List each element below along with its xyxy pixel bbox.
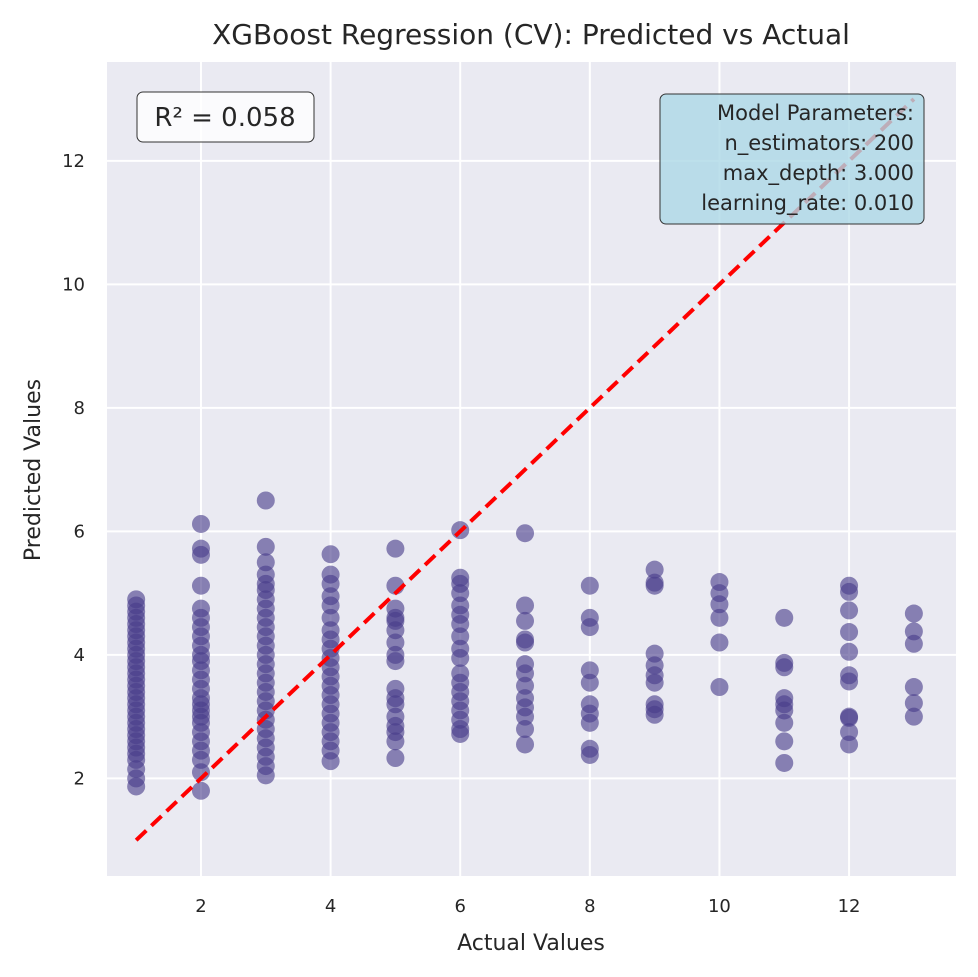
data-point [451,627,470,646]
data-point [451,568,470,587]
data-point [516,611,535,630]
x-tick-label: 6 [454,896,465,917]
y-tick-label: 6 [74,521,85,542]
data-point [840,642,859,661]
data-point [580,661,599,680]
y-axis-label: Predicted Values [21,379,46,561]
data-point [775,608,794,627]
data-point [516,596,535,615]
data-point [191,576,210,595]
data-point [580,608,599,627]
data-point [256,537,275,556]
x-tick-label: 12 [838,896,861,917]
data-point [516,720,535,739]
data-point [386,679,405,698]
data-point [191,781,210,800]
data-point [127,590,146,609]
x-tick-label: 10 [708,896,731,917]
data-point [451,639,470,658]
data-point [775,753,794,772]
r2-label: R² = 0.058 [154,103,295,133]
data-point [516,735,535,754]
data-point [904,604,923,623]
data-point [775,713,794,732]
data-point [645,560,664,579]
data-point [840,707,859,726]
data-point [386,645,405,664]
x-tick-label: 2 [195,896,206,917]
data-points [127,491,923,800]
data-point [904,678,923,697]
data-point [516,676,535,695]
data-point [516,524,535,543]
data-point [386,599,405,618]
y-tick-label: 12 [62,151,85,172]
y-tick-label: 4 [74,645,85,666]
data-point [904,694,923,713]
data-point [451,664,470,683]
data-point [645,644,664,663]
data-point [775,653,794,672]
data-point [191,539,210,558]
param-line-title: Model Parameters: [717,101,914,125]
data-point [710,633,729,652]
data-point [321,565,340,584]
chart-title: XGBoost Regression (CV): Predicted vs Ac… [212,18,850,51]
data-point [321,587,340,606]
data-point [191,599,210,618]
r2-annotation: R² = 0.058 [136,91,315,143]
data-point [580,673,599,692]
x-tick-label: 8 [584,896,595,917]
data-point [580,695,599,714]
data-point [580,576,599,595]
param-line-n-estimators: n_estimators: 200 [724,131,914,156]
data-point [840,735,859,754]
data-point [904,622,923,641]
y-tick-label: 10 [62,274,85,295]
data-point [645,695,664,714]
data-point [516,689,535,708]
data-point [386,749,405,768]
data-point [256,491,275,510]
data-point [451,596,470,615]
data-point [710,573,729,592]
data-point [580,739,599,758]
parameters-annotation: Model Parameters: n_estimators: 200 max_… [659,93,925,225]
data-point [645,573,664,592]
data-point [710,608,729,627]
r2-box [136,91,315,143]
data-point [775,689,794,708]
data-point [840,723,859,742]
param-line-learning-rate: learning_rate: 0.010 [701,191,914,216]
data-point [256,565,275,584]
data-point [840,666,859,685]
data-point [775,732,794,751]
data-point [904,634,923,653]
data-point [386,539,405,558]
data-point [386,633,405,652]
data-point [191,514,210,533]
data-point [710,678,729,697]
y-tick-label: 8 [74,398,85,419]
param-line-max-depth: max_depth: 3.000 [723,161,914,186]
y-tick-label: 2 [74,768,85,789]
data-point [516,655,535,674]
x-axis-label: Actual Values [457,931,605,956]
axis-ticks: 2 4 6 8 10 12 2 4 6 8 10 12 [62,151,860,917]
data-point [386,707,405,726]
data-point [516,630,535,649]
x-tick-label: 4 [325,896,336,917]
data-point [840,576,859,595]
data-point [840,623,859,642]
data-point [321,621,340,640]
data-point [904,707,923,726]
data-point [321,608,340,627]
data-point [321,545,340,564]
parameters-box [659,93,925,225]
data-point [256,553,275,572]
data-point [840,601,859,620]
